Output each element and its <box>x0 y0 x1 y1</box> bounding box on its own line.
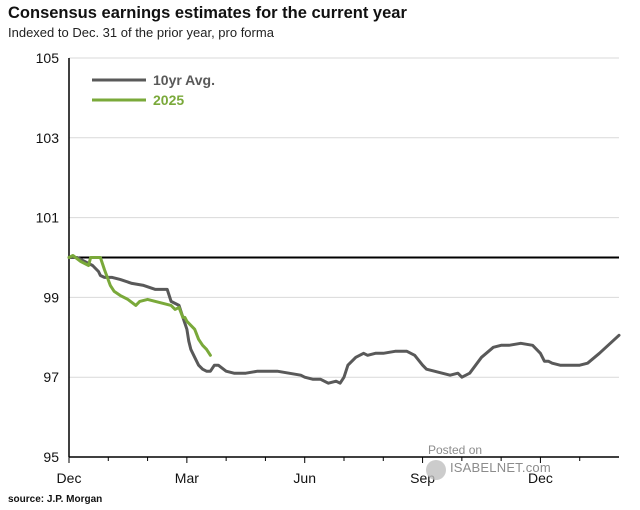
legend-label-1: 2025 <box>153 92 184 108</box>
watermark-posted: Posted on <box>428 443 483 457</box>
globe-icon <box>426 460 446 480</box>
y-tick-label: 105 <box>36 50 60 66</box>
series-line-0 <box>67 256 621 385</box>
series-line-1 <box>67 254 212 357</box>
x-tick-label: Dec <box>57 470 82 486</box>
legend-label-0: 10yr Avg. <box>153 72 215 88</box>
chart-subtitle: Indexed to Dec. 31 of the prior year, pr… <box>8 25 274 40</box>
series-layer <box>67 254 621 385</box>
x-tick-label: Jun <box>293 470 316 486</box>
y-tick-label: 99 <box>43 289 59 305</box>
legend: 10yr Avg. 2025 <box>92 72 215 108</box>
watermark-brand: ISABELNET.com <box>450 460 551 475</box>
y-tick-label: 97 <box>43 369 59 385</box>
y-tick-label: 103 <box>36 130 60 146</box>
x-tick-label: Dec <box>528 470 553 486</box>
y-tick-label: 95 <box>43 449 59 465</box>
gridlines <box>69 57 619 378</box>
chart-title: Consensus earnings estimates for the cur… <box>8 4 407 22</box>
y-tick-label: 101 <box>36 210 60 226</box>
x-tick-label: Mar <box>175 470 199 486</box>
source-note: source: J.P. Morgan <box>8 494 103 505</box>
